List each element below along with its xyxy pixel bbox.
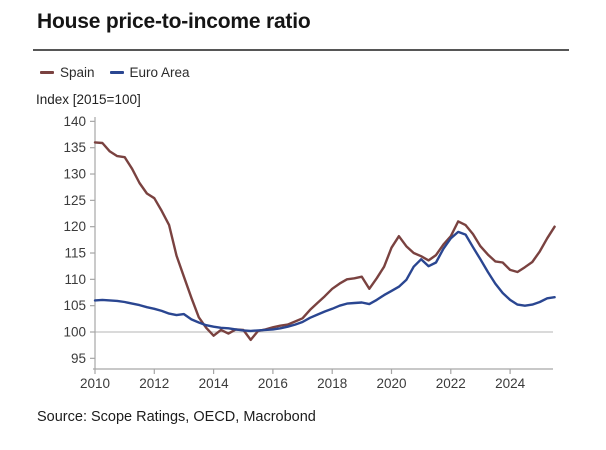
page-title: House price-to-income ratio [37, 10, 311, 33]
y-tick-label: 125 [63, 193, 86, 208]
y-tick-label: 140 [63, 114, 86, 129]
legend-item-spain: Spain [40, 65, 95, 80]
x-tick-label: 2016 [258, 376, 288, 391]
x-tick-label: 2022 [436, 376, 466, 391]
x-tick-label: 2012 [139, 376, 169, 391]
x-tick-label: 2024 [495, 376, 526, 391]
source-text: Source: Scope Ratings, OECD, Macrobond [37, 409, 316, 425]
euro-area-line-swatch-icon [109, 71, 124, 74]
x-tick-label: 2018 [317, 376, 347, 391]
legend-label-spain: Spain [60, 65, 95, 80]
y-tick-label: 115 [64, 246, 86, 261]
y-tick-label: 110 [64, 272, 86, 287]
legend: Spain Euro Area [40, 65, 190, 80]
x-tick-label: 2020 [376, 376, 406, 391]
title-divider [33, 49, 569, 51]
legend-label-euro-area: Euro Area [129, 65, 190, 80]
y-tick-label: 95 [71, 351, 86, 366]
y-tick-label: 120 [63, 219, 86, 234]
x-tick-label: 2014 [199, 376, 230, 391]
euro-area-series-line [93, 230, 556, 333]
spain-line-swatch-icon [40, 71, 54, 74]
legend-item-euro-area: Euro Area [109, 65, 190, 80]
y-tick-label: 100 [63, 325, 86, 340]
y-axis-unit-label: Index [2015=100] [36, 92, 141, 107]
y-tick-label: 105 [63, 298, 86, 313]
y-tick-label: 135 [63, 140, 86, 155]
y-tick-label: 130 [63, 167, 86, 182]
x-tick-label: 2010 [80, 376, 110, 391]
spain-series-line [93, 141, 556, 342]
